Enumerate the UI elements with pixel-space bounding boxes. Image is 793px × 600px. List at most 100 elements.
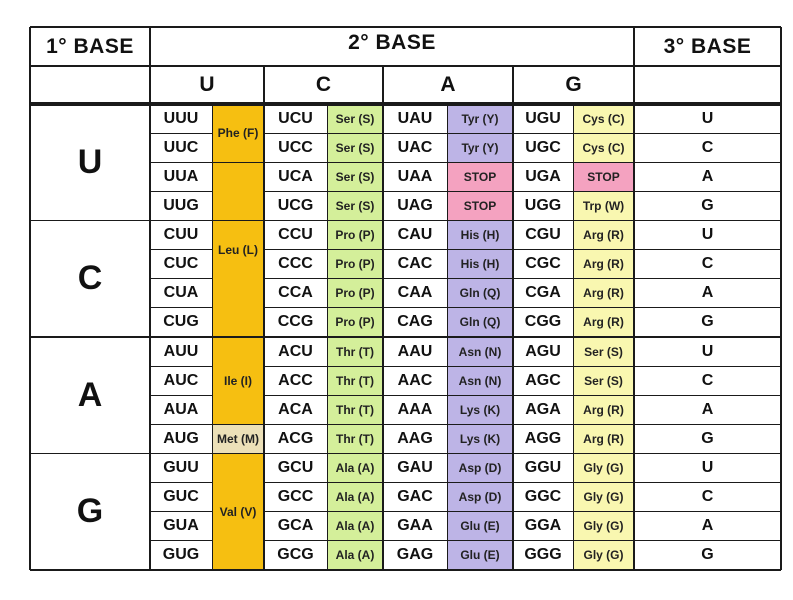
codon: CCA bbox=[278, 284, 313, 302]
codon: ACC bbox=[278, 371, 313, 389]
codon: AGG bbox=[524, 429, 562, 447]
g-aa-fill bbox=[573, 511, 634, 541]
row-line bbox=[634, 423, 781, 425]
second-base-header: 2° BASE bbox=[348, 30, 436, 54]
codon: GUA bbox=[163, 517, 199, 535]
codon: GUC bbox=[163, 488, 199, 506]
g-aa-fill bbox=[573, 482, 634, 512]
codon: AAA bbox=[397, 400, 433, 418]
codon: UGA bbox=[525, 167, 561, 185]
grid-line bbox=[29, 27, 31, 570]
codon: ACA bbox=[278, 400, 313, 418]
amino-acid: STOP bbox=[587, 169, 620, 184]
amino-acid: Ser (S) bbox=[335, 111, 375, 126]
first-base-letter: C bbox=[77, 259, 103, 298]
codon: CUG bbox=[163, 313, 199, 331]
amino-acid: Ala (A) bbox=[335, 548, 375, 563]
a-aa-fill bbox=[447, 366, 513, 396]
third-base-letter: G bbox=[701, 546, 714, 564]
third-base-letter: A bbox=[701, 400, 714, 418]
grid-line bbox=[30, 219, 781, 222]
amino-acid: Pro (P) bbox=[335, 228, 375, 243]
second-base-letter: A bbox=[440, 73, 456, 96]
amino-acid: His (H) bbox=[460, 228, 500, 243]
row-line bbox=[634, 161, 781, 163]
row-line bbox=[150, 482, 212, 484]
codon: AGU bbox=[525, 342, 561, 360]
amino-acid: Gly (G) bbox=[583, 519, 624, 534]
amino-acid: Cys (C) bbox=[582, 111, 625, 126]
row-line bbox=[634, 307, 781, 309]
codon: UUU bbox=[163, 109, 199, 127]
row-line bbox=[264, 307, 634, 309]
row-line bbox=[150, 132, 212, 134]
amino-acid: Trp (W) bbox=[582, 198, 625, 213]
a-aa-fill bbox=[447, 104, 513, 134]
amino-acid: Gly (G) bbox=[583, 548, 624, 563]
codon: AUG bbox=[163, 429, 199, 447]
row-line bbox=[264, 190, 634, 192]
amino-acid: STOP bbox=[463, 169, 497, 184]
amino-acid: Ala (A) bbox=[335, 519, 375, 534]
amino-acid: Ser (S) bbox=[335, 169, 375, 184]
row-line bbox=[264, 161, 634, 163]
codon: CAU bbox=[397, 226, 433, 244]
amino-acid: Arg (R) bbox=[583, 315, 624, 330]
grid-line bbox=[382, 66, 384, 570]
g-aa-fill bbox=[573, 104, 634, 134]
row-line bbox=[150, 278, 212, 280]
amino-acid: Lys (K) bbox=[459, 402, 501, 417]
row-line bbox=[634, 482, 781, 484]
codon: GUU bbox=[163, 459, 199, 477]
g-aa-fill bbox=[573, 424, 634, 454]
g-aa-fill bbox=[573, 162, 634, 192]
row-line bbox=[264, 423, 634, 425]
u-group-fill bbox=[212, 453, 264, 570]
u-amino-acid-group: Phe (F) bbox=[217, 126, 259, 141]
amino-acid: Gln (Q) bbox=[459, 315, 501, 330]
codon: GAU bbox=[397, 459, 433, 477]
codon: GCC bbox=[277, 488, 314, 506]
amino-acid: Gln (Q) bbox=[459, 286, 501, 301]
codon: UCA bbox=[278, 167, 313, 185]
codon: UAA bbox=[397, 167, 433, 185]
amino-acid: Tyr (Y) bbox=[461, 111, 499, 126]
g-aa-fill bbox=[573, 540, 634, 570]
third-base-header: 3° BASE bbox=[663, 34, 752, 58]
codon: ACG bbox=[277, 429, 314, 447]
second-base-letter: G bbox=[565, 73, 582, 96]
codon: AAC bbox=[397, 371, 433, 389]
codon: UCG bbox=[277, 196, 314, 214]
codon: GGU bbox=[524, 459, 562, 477]
codon: UUC bbox=[163, 138, 199, 156]
a-aa-fill bbox=[447, 337, 513, 367]
inner-line bbox=[446, 104, 448, 570]
amino-acid: Asp (D) bbox=[458, 490, 502, 505]
codon: GCU bbox=[277, 459, 314, 477]
row-line bbox=[264, 540, 634, 542]
row-line bbox=[150, 511, 212, 513]
third-base-letter: U bbox=[701, 226, 714, 244]
row-line bbox=[150, 190, 212, 192]
row-line bbox=[150, 423, 212, 425]
row-line bbox=[150, 540, 212, 542]
u-amino-acid-group: Ile (I) bbox=[223, 373, 252, 388]
grid-line bbox=[30, 336, 781, 338]
group-line bbox=[212, 161, 264, 163]
codon: GAG bbox=[396, 546, 434, 564]
third-base-letter: U bbox=[701, 459, 714, 477]
codon: CGG bbox=[524, 313, 562, 331]
codon: UAU bbox=[397, 109, 433, 127]
amino-acid: Asn (N) bbox=[458, 373, 502, 388]
second-base-letter: U bbox=[199, 73, 215, 96]
grid-line bbox=[512, 66, 514, 570]
g-aa-fill bbox=[573, 220, 634, 250]
row-line bbox=[150, 307, 212, 309]
g-aa-fill bbox=[573, 278, 634, 308]
amino-acid: Gly (G) bbox=[583, 490, 624, 505]
codon: ACU bbox=[278, 342, 313, 360]
g-aa-fill bbox=[573, 191, 634, 221]
codon: CGC bbox=[525, 255, 561, 273]
amino-acid: Ser (S) bbox=[584, 344, 623, 359]
grid-line bbox=[30, 452, 781, 455]
